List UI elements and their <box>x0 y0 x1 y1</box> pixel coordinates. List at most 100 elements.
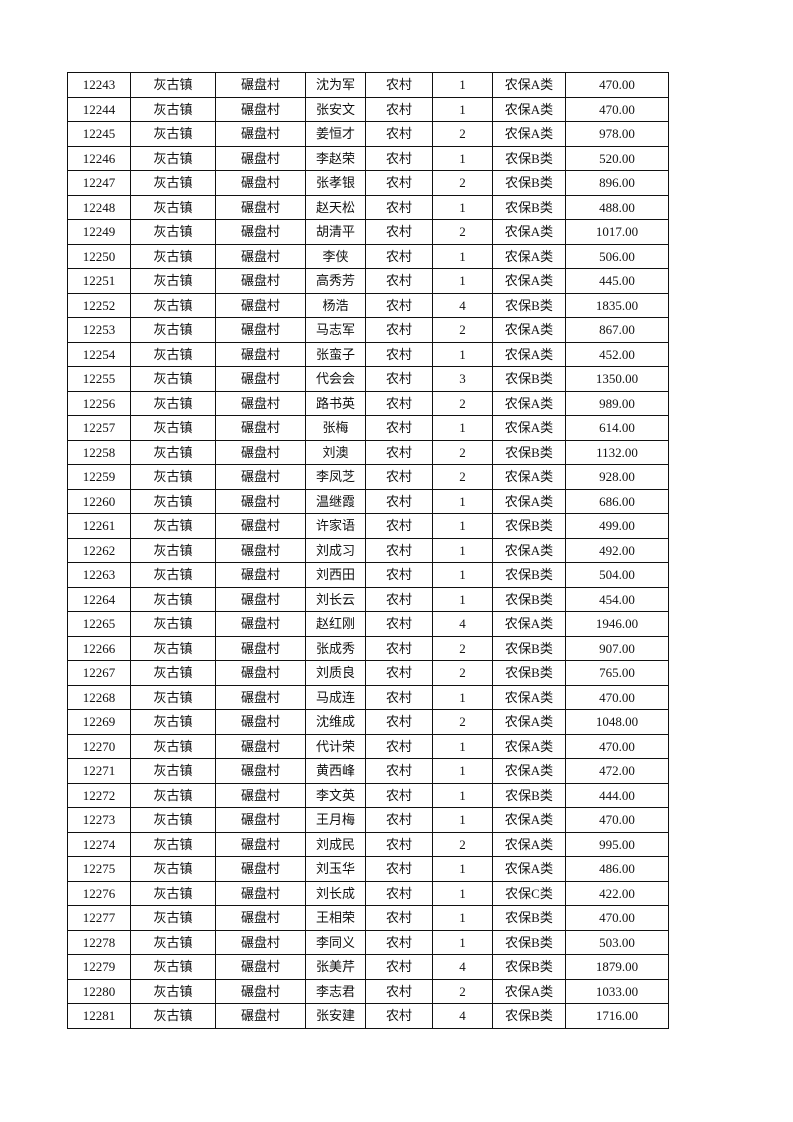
village-cell: 碾盘村 <box>215 733 306 759</box>
record-id-cell: 12264 <box>67 586 131 612</box>
amount-cell: 995.00 <box>565 831 669 857</box>
town-cell: 灰古镇 <box>130 929 216 955</box>
village-cell: 碾盘村 <box>215 978 306 1004</box>
amount-cell: 470.00 <box>565 72 669 98</box>
family-size-cell: 2 <box>432 317 493 343</box>
amount-cell: 445.00 <box>565 268 669 294</box>
table-row: 12279 灰古镇 碾盘村 张美芹 农村 4 农保B类 1879.00 <box>67 954 669 980</box>
table-row: 12243 灰古镇 碾盘村 沈为军 农村 1 农保A类 470.00 <box>67 72 669 98</box>
village-cell: 碾盘村 <box>215 439 306 465</box>
amount-cell: 503.00 <box>565 929 669 955</box>
person-name-cell: 刘长云 <box>305 586 366 612</box>
amount-cell: 614.00 <box>565 415 669 441</box>
town-cell: 灰古镇 <box>130 121 216 147</box>
table-row: 12276 灰古镇 碾盘村 刘长成 农村 1 农保C类 422.00 <box>67 880 669 906</box>
amount-cell: 1946.00 <box>565 611 669 637</box>
village-cell: 碾盘村 <box>215 709 306 735</box>
family-size-cell: 2 <box>432 660 493 686</box>
village-cell: 碾盘村 <box>215 856 306 882</box>
insurance-category-cell: 农保A类 <box>492 219 566 245</box>
insurance-category-cell: 农保A类 <box>492 96 566 122</box>
village-cell: 碾盘村 <box>215 782 306 808</box>
family-size-cell: 2 <box>432 831 493 857</box>
household-type-cell: 农村 <box>365 317 433 343</box>
household-type-cell: 农村 <box>365 415 433 441</box>
household-type-cell: 农村 <box>365 390 433 416</box>
table-row: 12263 灰古镇 碾盘村 刘西田 农村 1 农保B类 504.00 <box>67 562 669 588</box>
record-id-cell: 12245 <box>67 121 131 147</box>
town-cell: 灰古镇 <box>130 978 216 1004</box>
family-size-cell: 1 <box>432 341 493 367</box>
insurance-category-cell: 农保B类 <box>492 782 566 808</box>
person-name-cell: 刘长成 <box>305 880 366 906</box>
person-name-cell: 沈维成 <box>305 709 366 735</box>
town-cell: 灰古镇 <box>130 268 216 294</box>
family-size-cell: 4 <box>432 292 493 318</box>
household-type-cell: 农村 <box>365 856 433 882</box>
amount-cell: 1017.00 <box>565 219 669 245</box>
household-type-cell: 农村 <box>365 537 433 563</box>
household-type-cell: 农村 <box>365 292 433 318</box>
insurance-category-cell: 农保C类 <box>492 880 566 906</box>
amount-cell: 867.00 <box>565 317 669 343</box>
town-cell: 灰古镇 <box>130 880 216 906</box>
family-size-cell: 2 <box>432 390 493 416</box>
record-id-cell: 12252 <box>67 292 131 318</box>
family-size-cell: 1 <box>432 96 493 122</box>
town-cell: 灰古镇 <box>130 415 216 441</box>
record-id-cell: 12260 <box>67 488 131 514</box>
household-type-cell: 农村 <box>365 782 433 808</box>
table-row: 12253 灰古镇 碾盘村 马志军 农村 2 农保A类 867.00 <box>67 317 669 343</box>
amount-cell: 452.00 <box>565 341 669 367</box>
family-size-cell: 2 <box>432 635 493 661</box>
town-cell: 灰古镇 <box>130 341 216 367</box>
household-type-cell: 农村 <box>365 733 433 759</box>
household-type-cell: 农村 <box>365 96 433 122</box>
family-size-cell: 2 <box>432 170 493 196</box>
table-row: 12281 灰古镇 碾盘村 张安建 农村 4 农保B类 1716.00 <box>67 1003 669 1029</box>
family-size-cell: 1 <box>432 929 493 955</box>
amount-cell: 444.00 <box>565 782 669 808</box>
amount-cell: 907.00 <box>565 635 669 661</box>
village-cell: 碾盘村 <box>215 268 306 294</box>
insurance-category-cell: 农保A类 <box>492 243 566 269</box>
village-cell: 碾盘村 <box>215 611 306 637</box>
village-cell: 碾盘村 <box>215 635 306 661</box>
amount-cell: 1350.00 <box>565 366 669 392</box>
person-name-cell: 刘玉华 <box>305 856 366 882</box>
record-id-cell: 12263 <box>67 562 131 588</box>
table-row: 12267 灰古镇 碾盘村 刘质良 农村 2 农保B类 765.00 <box>67 660 669 686</box>
household-type-cell: 农村 <box>365 954 433 980</box>
family-size-cell: 1 <box>432 194 493 220</box>
town-cell: 灰古镇 <box>130 611 216 637</box>
table-row: 12272 灰古镇 碾盘村 李文英 农村 1 农保B类 444.00 <box>67 782 669 808</box>
town-cell: 灰古镇 <box>130 513 216 539</box>
record-id-cell: 12265 <box>67 611 131 637</box>
household-type-cell: 农村 <box>365 243 433 269</box>
record-id-cell: 12279 <box>67 954 131 980</box>
record-id-cell: 12267 <box>67 660 131 686</box>
insurance-category-cell: 农保B类 <box>492 170 566 196</box>
household-type-cell: 农村 <box>365 905 433 931</box>
town-cell: 灰古镇 <box>130 782 216 808</box>
family-size-cell: 1 <box>432 586 493 612</box>
insurance-category-cell: 农保B类 <box>492 954 566 980</box>
amount-cell: 896.00 <box>565 170 669 196</box>
person-name-cell: 李赵荣 <box>305 145 366 171</box>
town-cell: 灰古镇 <box>130 807 216 833</box>
insurance-category-cell: 农保B类 <box>492 194 566 220</box>
insurance-category-cell: 农保B类 <box>492 513 566 539</box>
town-cell: 灰古镇 <box>130 856 216 882</box>
town-cell: 灰古镇 <box>130 219 216 245</box>
person-name-cell: 马志军 <box>305 317 366 343</box>
village-cell: 碾盘村 <box>215 219 306 245</box>
table-row: 12264 灰古镇 碾盘村 刘长云 农村 1 农保B类 454.00 <box>67 586 669 612</box>
table-row: 12278 灰古镇 碾盘村 李同义 农村 1 农保B类 503.00 <box>67 929 669 955</box>
insurance-category-cell: 农保B类 <box>492 366 566 392</box>
household-type-cell: 农村 <box>365 758 433 784</box>
village-cell: 碾盘村 <box>215 1003 306 1029</box>
insurance-category-cell: 农保A类 <box>492 684 566 710</box>
insurance-category-cell: 农保A类 <box>492 537 566 563</box>
family-size-cell: 1 <box>432 758 493 784</box>
family-size-cell: 2 <box>432 978 493 1004</box>
